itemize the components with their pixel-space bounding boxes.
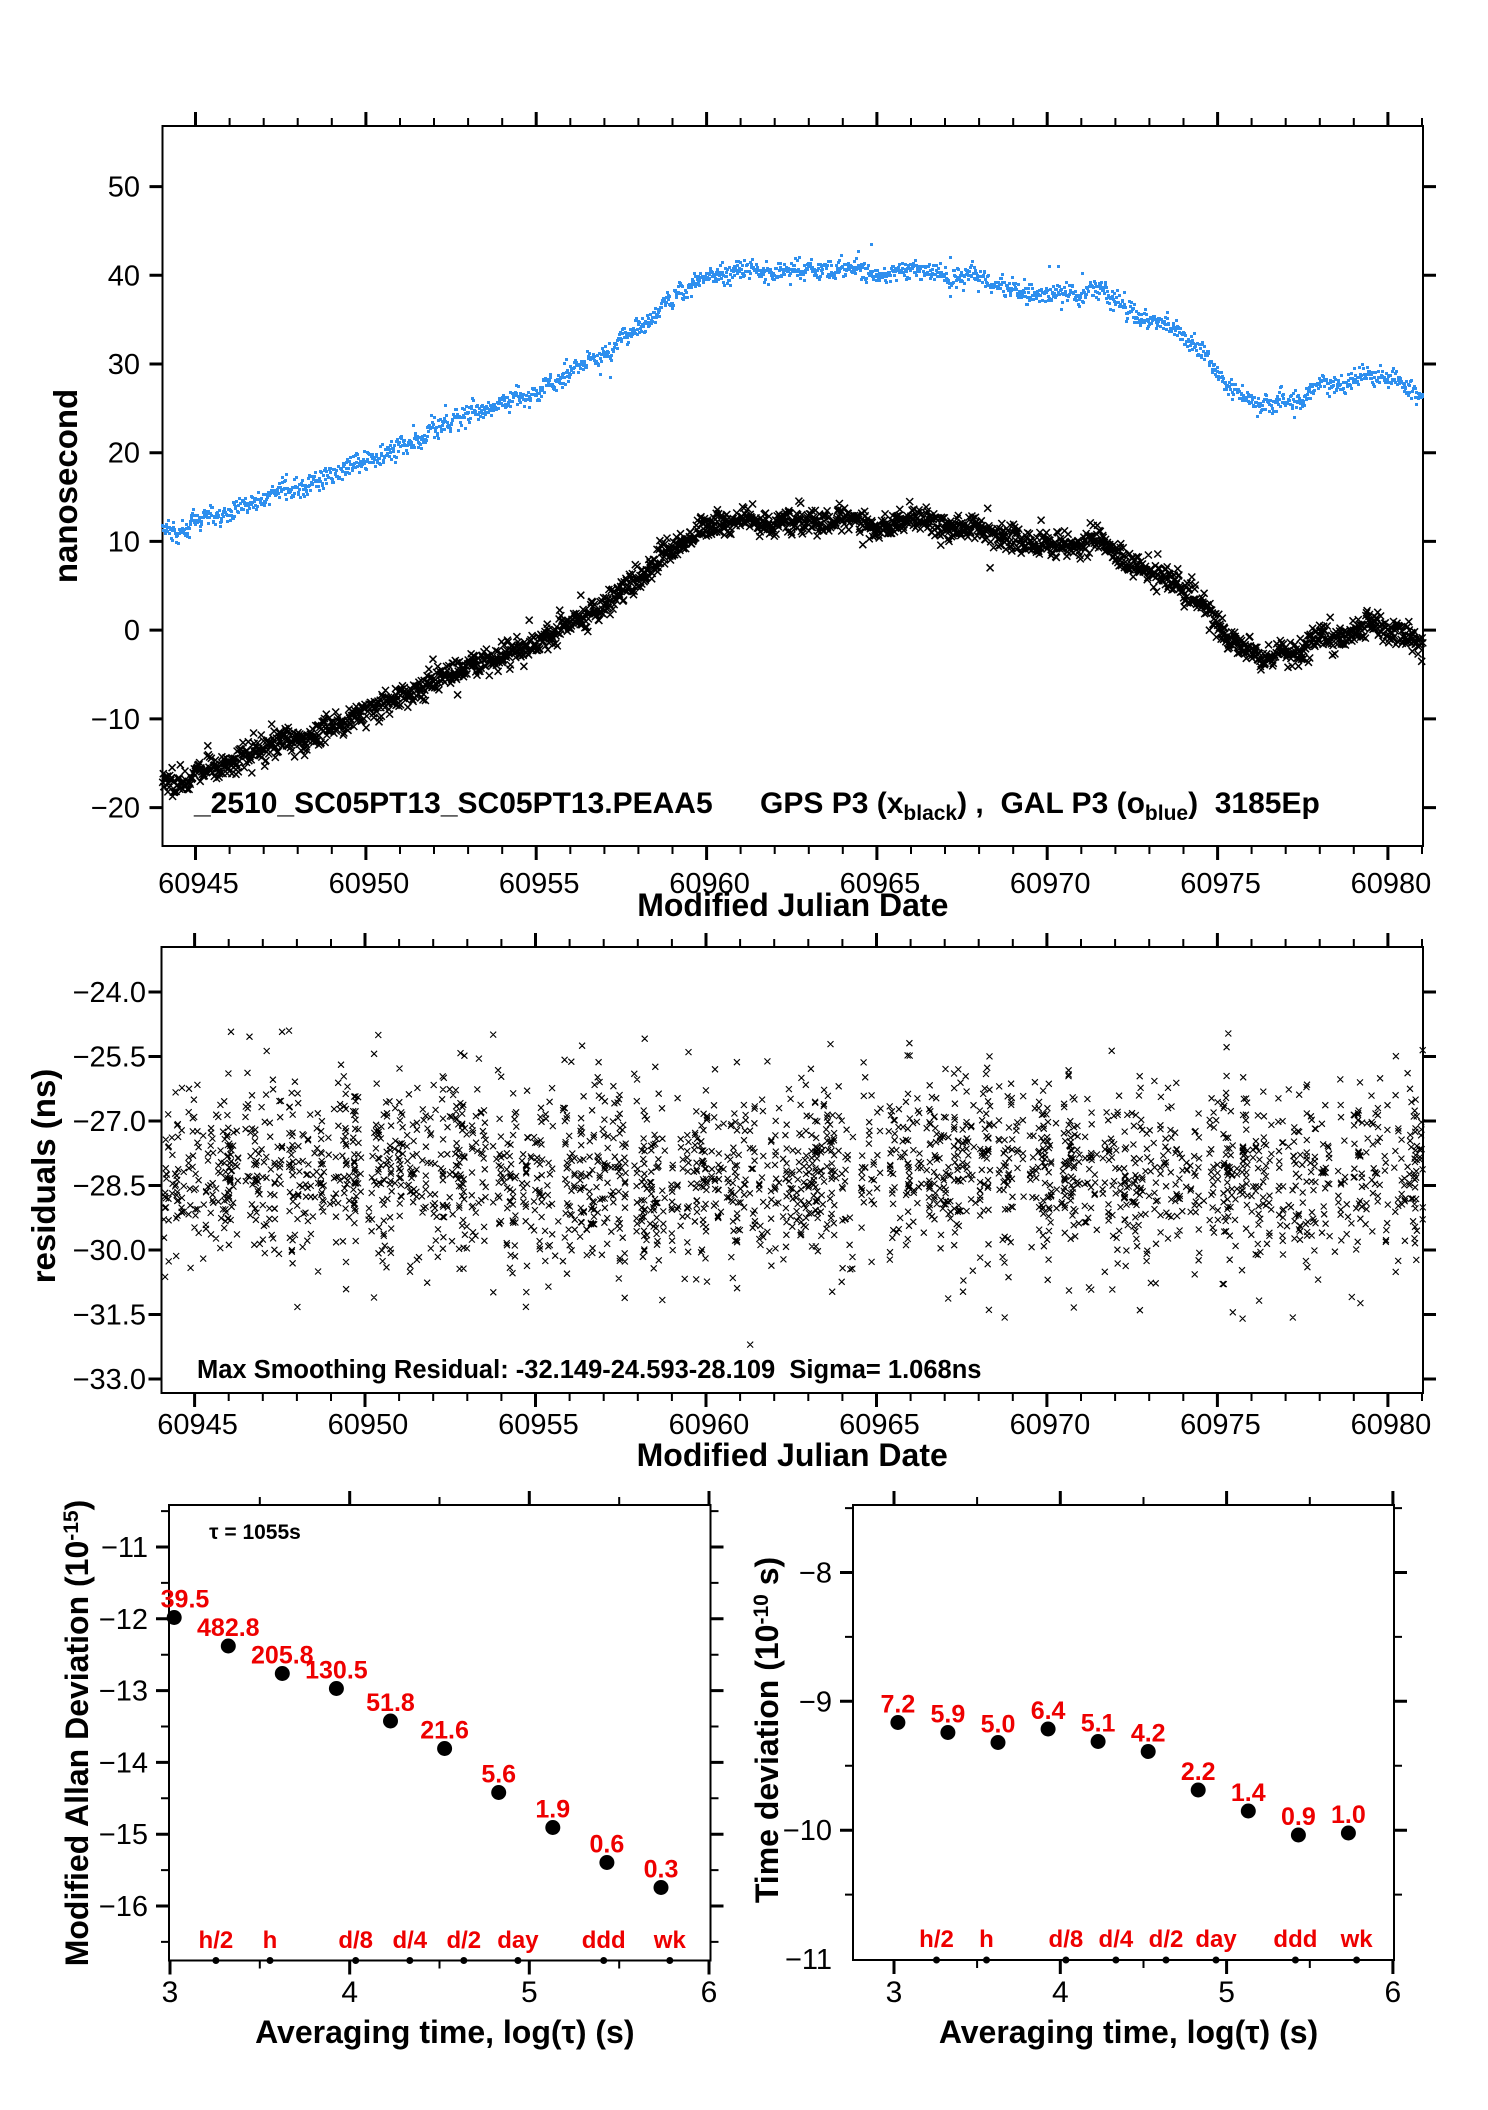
svg-text:4: 4 bbox=[1052, 1976, 1069, 2009]
svg-text:−14: −14 bbox=[99, 1747, 148, 1779]
svg-text:day: day bbox=[1195, 1926, 1237, 1953]
svg-text:Max Smoothing Residual: -32.14: Max Smoothing Residual: -32.149-24.593-2… bbox=[197, 1356, 981, 1384]
svg-text:60960: 60960 bbox=[669, 1409, 750, 1441]
svg-text:h/2: h/2 bbox=[919, 1926, 954, 1953]
svg-text:60980: 60980 bbox=[1351, 1409, 1432, 1441]
svg-text:6: 6 bbox=[1385, 1976, 1402, 2009]
svg-text:20: 20 bbox=[108, 438, 140, 470]
svg-text:6: 6 bbox=[701, 1976, 718, 2009]
svg-text:−10: −10 bbox=[783, 1815, 832, 1847]
svg-text:10: 10 bbox=[108, 526, 140, 558]
svg-text:ddd: ddd bbox=[582, 1927, 626, 1954]
svg-text:1.0: 1.0 bbox=[1331, 1801, 1366, 1829]
svg-text:39.5: 39.5 bbox=[161, 1586, 210, 1614]
svg-text:Averaging time, log(τ) (s): Averaging time, log(τ) (s) bbox=[255, 2014, 634, 2050]
svg-text:4.2: 4.2 bbox=[1131, 1720, 1166, 1748]
svg-text:5.1: 5.1 bbox=[1081, 1710, 1116, 1738]
svg-text:nanosecond: nanosecond bbox=[47, 389, 84, 583]
svg-text:30: 30 bbox=[108, 349, 140, 381]
svg-text:40: 40 bbox=[108, 260, 140, 292]
svg-text:−8: −8 bbox=[799, 1558, 832, 1590]
svg-text:−13: −13 bbox=[99, 1676, 148, 1708]
svg-text:60955: 60955 bbox=[499, 868, 580, 900]
svg-text:6.4: 6.4 bbox=[1031, 1697, 1066, 1725]
svg-text:3: 3 bbox=[162, 1976, 179, 2009]
svg-text:wk: wk bbox=[653, 1927, 687, 1954]
svg-text:0.9: 0.9 bbox=[1281, 1803, 1316, 1831]
svg-text:0.3: 0.3 bbox=[644, 1856, 679, 1884]
svg-text:−24.0: −24.0 bbox=[73, 977, 146, 1009]
svg-text:60960: 60960 bbox=[669, 868, 750, 900]
svg-text:60945: 60945 bbox=[157, 1409, 238, 1441]
svg-text:Modified Allan Deviation (10-1: Modified Allan Deviation (10-15) bbox=[59, 1500, 95, 1967]
svg-text:−20: −20 bbox=[91, 793, 140, 825]
svg-text:−11: −11 bbox=[101, 1532, 148, 1564]
svg-text:τ = 1055s: τ = 1055s bbox=[209, 1521, 301, 1544]
svg-text:5.0: 5.0 bbox=[981, 1711, 1016, 1739]
svg-text:60965: 60965 bbox=[839, 1409, 920, 1441]
svg-text:51.8: 51.8 bbox=[366, 1689, 415, 1717]
svg-text:3: 3 bbox=[886, 1976, 903, 2009]
svg-text:−9: −9 bbox=[799, 1686, 832, 1718]
svg-text:day: day bbox=[497, 1927, 539, 1954]
svg-text:5: 5 bbox=[1218, 1976, 1235, 2009]
svg-text:130.5: 130.5 bbox=[305, 1657, 368, 1685]
svg-text:d/4: d/4 bbox=[1099, 1926, 1134, 1953]
svg-text:d/8: d/8 bbox=[338, 1927, 373, 1954]
svg-text:1.4: 1.4 bbox=[1231, 1779, 1266, 1807]
svg-text:−30.0: −30.0 bbox=[73, 1235, 146, 1267]
svg-text:Averaging time, log(τ) (s): Averaging time, log(τ) (s) bbox=[939, 2014, 1318, 2050]
svg-text:60950: 60950 bbox=[329, 868, 410, 900]
svg-text:wk: wk bbox=[1340, 1926, 1374, 1953]
svg-text:d/2: d/2 bbox=[1149, 1926, 1184, 1953]
svg-text:205.8: 205.8 bbox=[251, 1642, 314, 1670]
svg-text:60975: 60975 bbox=[1180, 1409, 1261, 1441]
svg-text:h: h bbox=[979, 1926, 994, 1953]
svg-text:5: 5 bbox=[521, 1976, 538, 2009]
svg-text:−11: −11 bbox=[785, 1944, 832, 1976]
svg-text:d/8: d/8 bbox=[1049, 1926, 1084, 1953]
svg-text:Modified Julian Date: Modified Julian Date bbox=[637, 1437, 948, 1473]
svg-text:60945: 60945 bbox=[158, 868, 239, 900]
svg-text:−15: −15 bbox=[99, 1819, 148, 1851]
svg-text:60980: 60980 bbox=[1351, 868, 1432, 900]
svg-text:−33.0: −33.0 bbox=[73, 1364, 146, 1396]
svg-text:60950: 60950 bbox=[328, 1409, 409, 1441]
svg-text:0.6: 0.6 bbox=[590, 1831, 625, 1859]
svg-text:residuals (ns): residuals (ns) bbox=[25, 1069, 62, 1284]
svg-text:Time deviation (10-10 s): Time deviation (10-10 s) bbox=[749, 1557, 785, 1903]
svg-text:60955: 60955 bbox=[498, 1409, 579, 1441]
svg-text:h/2: h/2 bbox=[199, 1927, 234, 1954]
svg-text:−16: −16 bbox=[99, 1891, 148, 1923]
svg-text:−10: −10 bbox=[91, 704, 140, 736]
svg-text:Modified Julian Date: Modified Julian Date bbox=[637, 887, 948, 923]
svg-text:60970: 60970 bbox=[1010, 868, 1091, 900]
svg-text:60965: 60965 bbox=[840, 868, 921, 900]
svg-text:7.2: 7.2 bbox=[881, 1691, 916, 1719]
svg-text:0: 0 bbox=[124, 615, 140, 647]
svg-text:482.8: 482.8 bbox=[197, 1614, 260, 1642]
svg-text:50: 50 bbox=[108, 172, 140, 204]
svg-text:4: 4 bbox=[341, 1976, 358, 2009]
svg-text:5.9: 5.9 bbox=[931, 1701, 966, 1729]
svg-text:d/4: d/4 bbox=[392, 1927, 427, 1954]
svg-text:−28.5: −28.5 bbox=[73, 1171, 146, 1203]
svg-text:ddd: ddd bbox=[1273, 1926, 1317, 1953]
svg-text:2.2: 2.2 bbox=[1181, 1758, 1216, 1786]
svg-text:60975: 60975 bbox=[1180, 868, 1261, 900]
svg-text:5.6: 5.6 bbox=[481, 1761, 516, 1789]
svg-text:−25.5: −25.5 bbox=[73, 1042, 146, 1074]
svg-text:−27.0: −27.0 bbox=[73, 1106, 146, 1138]
svg-text:1.9: 1.9 bbox=[535, 1796, 570, 1824]
svg-text:21.6: 21.6 bbox=[420, 1717, 469, 1745]
svg-text:−12: −12 bbox=[99, 1604, 148, 1636]
svg-text:−31.5: −31.5 bbox=[73, 1300, 146, 1332]
svg-text:h: h bbox=[263, 1927, 278, 1954]
svg-text:60970: 60970 bbox=[1010, 1409, 1091, 1441]
svg-text:d/2: d/2 bbox=[446, 1927, 481, 1954]
